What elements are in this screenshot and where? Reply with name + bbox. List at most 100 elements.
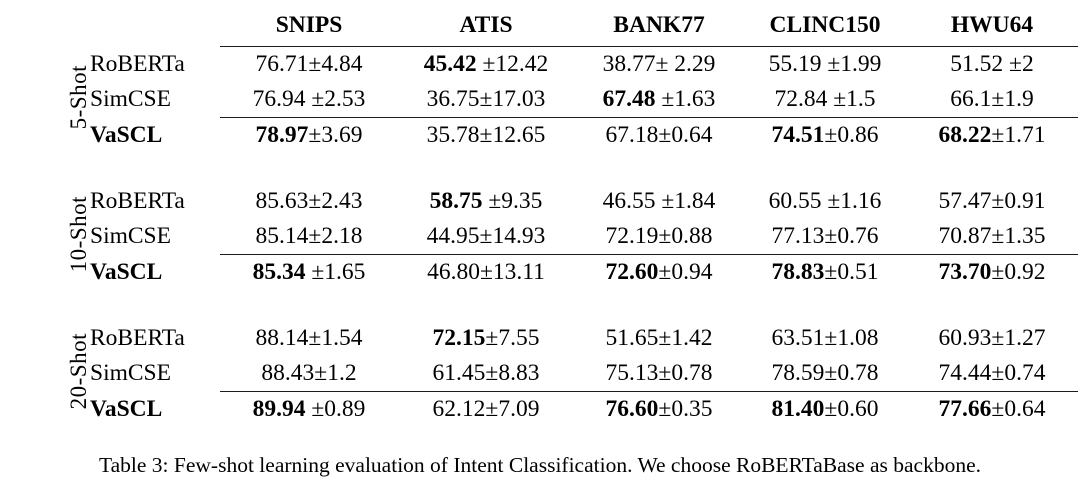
score-cell: 77.13±0.76	[744, 219, 906, 255]
score-cell: 78.83±0.51	[744, 254, 906, 290]
score-cell: 88.43±1.2	[220, 356, 398, 392]
table-row: SimCSE 85.14±2.18 44.95±14.93 72.19±0.88 77.…	[2, 219, 1078, 255]
score-cell: 70.87±1.35	[906, 219, 1078, 255]
score-cell: 51.52 ±2	[906, 47, 1078, 83]
column-header-atis: ATIS	[398, 6, 574, 47]
table-row: 10-Shot RoBERTa 85.63±2.43 58.75 ±9.35 46.55…	[2, 184, 1078, 272]
score-mean: 44.95	[426, 222, 480, 249]
shot-label-text: 20-Shot	[66, 333, 91, 410]
score-mean: 35.78	[426, 121, 480, 148]
table-row: VaSCL 85.34 ±1.65 46.80±13.11 72.60±0.94 78.…	[2, 254, 1078, 290]
score-stddev: ±1.08	[824, 324, 879, 351]
score-mean: 77.13	[771, 222, 825, 249]
score-cell: 67.18±0.64	[574, 117, 744, 153]
score-mean: 45.42	[423, 50, 477, 77]
score-mean: 63.51	[771, 324, 825, 351]
shot-label-text: 5-Shot	[66, 64, 91, 130]
score-mean: 46.55	[602, 187, 656, 214]
score-stddev: ±0.35	[658, 395, 713, 422]
score-mean: 74.44	[938, 359, 992, 386]
score-stddev: ±0.60	[824, 395, 879, 422]
score-cell: 67.48 ±1.63	[574, 82, 744, 118]
group-spacer-cell	[2, 290, 1078, 321]
score-cell: 38.77± 2.29	[574, 47, 744, 83]
score-stddev: ±1.27	[991, 324, 1046, 351]
score-stddev: ±0.88	[658, 222, 713, 249]
method-label: SimCSE	[90, 360, 171, 386]
score-mean: 85.14	[255, 222, 309, 249]
method-label: RoBERTa	[90, 50, 185, 77]
score-cell: 85.34 ±1.65	[220, 254, 398, 290]
score-stddev: ±9.35	[482, 187, 543, 214]
score-stddev: ±0.51	[824, 258, 879, 285]
score-cell: 55.19 ±1.99	[744, 47, 906, 83]
score-mean: 60.55	[768, 187, 822, 214]
score-cell: 76.71±4.84	[220, 47, 398, 83]
score-cell: 58.75 ±9.35	[398, 184, 574, 219]
score-stddev: ±1.99	[821, 50, 882, 77]
score-stddev: ±0.78	[658, 359, 713, 386]
score-mean: 88.14	[255, 324, 309, 351]
results-table: SNIPS ATIS BANK77 CLINC150 HWU64 5-Shot RoBER…	[2, 6, 1078, 427]
score-cell: 68.22±1.71	[906, 117, 1078, 153]
score-stddev: ±4.84	[308, 50, 363, 77]
score-stddev: ±1.63	[655, 85, 716, 112]
table-body: 5-Shot RoBERTa 76.71±4.84 45.42 ±12.42 38.77…	[2, 47, 1078, 427]
score-mean: 78.83	[771, 258, 825, 285]
score-stddev: ±0.91	[991, 187, 1046, 214]
table-row: SimCSE 88.43±1.2 61.45±8.83 75.13±0.78 78.59…	[2, 356, 1078, 392]
score-mean: 66.1	[950, 85, 992, 112]
score-cell: 46.55 ±1.84	[574, 184, 744, 219]
group-spacer-cell	[2, 153, 1078, 184]
table-row: 5-Shot RoBERTa 76.71±4.84 45.42 ±12.42 38.77…	[2, 47, 1078, 129]
score-cell: 74.51±0.86	[744, 117, 906, 153]
score-cell: 75.13±0.78	[574, 356, 744, 392]
method-label: RoBERTa	[90, 324, 185, 351]
score-mean: 70.87	[938, 222, 992, 249]
score-cell: 60.55 ±1.16	[744, 184, 906, 219]
table-row: VaSCL 78.97±3.69 35.78±12.65 67.18±0.64 74.5…	[2, 117, 1078, 153]
score-stddev: ±1.35	[991, 222, 1046, 249]
score-stddev: ±0.76	[824, 222, 879, 249]
header-row: SNIPS ATIS BANK77 CLINC150 HWU64	[2, 6, 1078, 47]
score-stddev: ±14.93	[479, 222, 546, 249]
score-cell: 35.78±12.65	[398, 117, 574, 153]
score-mean: 60.93	[938, 324, 992, 351]
score-stddev: ±1.84	[655, 187, 716, 214]
score-cell: 62.12±7.09	[398, 391, 574, 427]
score-stddev: ±2	[1003, 50, 1034, 77]
score-stddev: ±1.71	[991, 121, 1046, 148]
score-cell: 51.65±1.42	[574, 321, 744, 356]
score-mean: 89.94	[252, 395, 306, 422]
shot-label-text: 10-Shot	[66, 196, 91, 273]
score-mean: 67.18	[605, 121, 659, 148]
score-mean: 62.12	[432, 395, 486, 422]
score-cell: 60.93±1.27	[906, 321, 1078, 356]
header-spacer-method	[90, 6, 220, 47]
score-cell: 78.59±0.78	[744, 356, 906, 392]
score-mean: 51.65	[605, 324, 659, 351]
method-label: SimCSE	[90, 86, 171, 112]
score-mean: 78.97	[255, 121, 309, 148]
score-stddev: ±0.78	[824, 359, 879, 386]
score-mean: 76.94	[252, 85, 306, 112]
score-stddev: ±0.74	[991, 359, 1046, 386]
score-stddev: ±13.11	[479, 258, 545, 285]
score-stddev: ±0.86	[824, 121, 879, 148]
score-cell: 76.60±0.35	[574, 391, 744, 427]
column-header-bank77: BANK77	[574, 6, 744, 47]
shot-group-cell: 5-Shot	[2, 47, 91, 154]
score-mean: 74.51	[771, 121, 825, 148]
score-stddev: ±12.65	[479, 121, 546, 148]
score-cell: 78.97±3.69	[220, 117, 398, 153]
score-mean: 72.19	[605, 222, 659, 249]
score-stddev: ±3.69	[308, 121, 363, 148]
score-stddev: ±1.5	[827, 85, 876, 112]
score-mean: 76.71	[255, 50, 309, 77]
score-stddev: ±2.53	[305, 85, 366, 112]
score-mean: 61.45	[432, 359, 486, 386]
score-mean: 88.43	[261, 359, 315, 386]
score-cell: 72.15±7.55	[398, 321, 574, 356]
score-mean: 67.48	[602, 85, 656, 112]
